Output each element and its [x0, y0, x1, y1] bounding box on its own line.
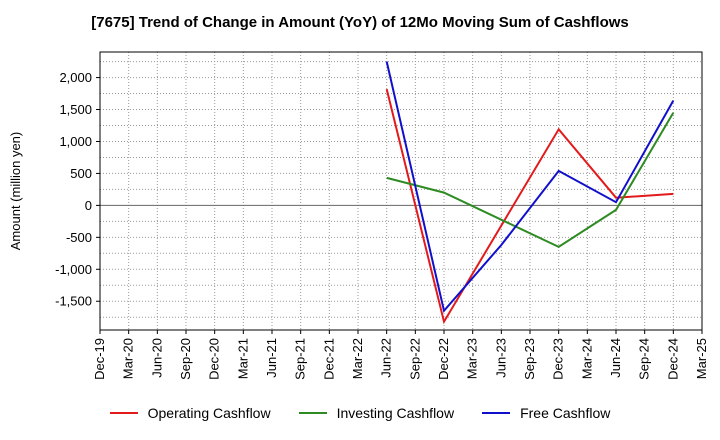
- y-tick-label: -1,000: [55, 262, 92, 277]
- legend-swatch: [298, 412, 327, 414]
- x-tick-label: Sep-24: [637, 338, 652, 380]
- x-tick-label: Sep-22: [407, 338, 422, 380]
- x-tick-label: Jun-24: [608, 338, 623, 378]
- legend-swatch: [109, 412, 138, 414]
- y-tick-label: -1,500: [55, 294, 92, 309]
- x-tick-label: Dec-19: [92, 338, 107, 380]
- x-tick-label: Jun-21: [264, 338, 279, 378]
- legend-label: Free Cashflow: [520, 405, 611, 421]
- x-tick-label: Jun-23: [493, 338, 508, 378]
- legend: Operating Cashflow Investing Cashflow Free…: [0, 405, 720, 421]
- x-tick-label: Dec-20: [207, 338, 222, 380]
- x-tick-label: Jun-22: [379, 338, 394, 378]
- y-tick-label: 1,000: [59, 134, 92, 149]
- x-tick-label: Mar-22: [350, 338, 365, 379]
- plot-border: [99, 51, 703, 331]
- legend-item: Free Cashflow: [482, 405, 610, 421]
- x-tick-label: Dec-23: [551, 338, 566, 380]
- series-line-free-cashflow: [385, 61, 675, 313]
- legend-label: Operating Cashflow: [147, 405, 271, 421]
- y-tick-label: 2,000: [59, 70, 92, 85]
- y-tick-label: -500: [66, 230, 92, 245]
- legend-swatch: [482, 412, 511, 414]
- legend-item: Operating Cashflow: [109, 405, 271, 421]
- legend-label: Investing Cashflow: [336, 405, 455, 421]
- x-tick-label: Sep-20: [178, 338, 193, 380]
- x-tick-label: Mar-21: [235, 338, 250, 379]
- x-tick-label: Sep-21: [293, 338, 308, 380]
- x-tick-label: Mar-25: [694, 338, 709, 379]
- series-line-operating-cashflow: [385, 88, 674, 325]
- y-ticks: 2,000 1,500 1,000 500 0 -500 -1,000 -1,500: [55, 70, 100, 309]
- x-tick-label: Sep-23: [522, 338, 537, 380]
- series-layer: [385, 61, 675, 325]
- legend-item: Investing Cashflow: [298, 405, 455, 421]
- chart-title: [7675] Trend of Change in Amount (YoY) o…: [91, 14, 629, 31]
- plot-area: [100, 52, 702, 330]
- x-tick-label: Mar-24: [579, 338, 594, 379]
- y-tick-label: 1,500: [59, 102, 92, 117]
- x-tick-label: Dec-22: [436, 338, 451, 380]
- y-tick-label: 500: [70, 166, 92, 181]
- y-axis-label: Amount (million yen): [8, 132, 23, 251]
- series-line-investing-cashflow: [386, 112, 675, 249]
- x-tick-label: Dec-24: [665, 338, 680, 380]
- x-tick-label: Mar-20: [121, 338, 136, 379]
- x-tick-label: Mar-23: [465, 338, 480, 379]
- grid: [100, 52, 702, 330]
- x-tick-label: Jun-20: [149, 338, 164, 378]
- x-ticks: Dec-19 Mar-20 Jun-20 Sep-20 Dec-20 Mar-21 Jun-…: [92, 330, 709, 380]
- y-tick-label: 0: [85, 198, 92, 213]
- x-tick-label: Dec-21: [321, 338, 336, 380]
